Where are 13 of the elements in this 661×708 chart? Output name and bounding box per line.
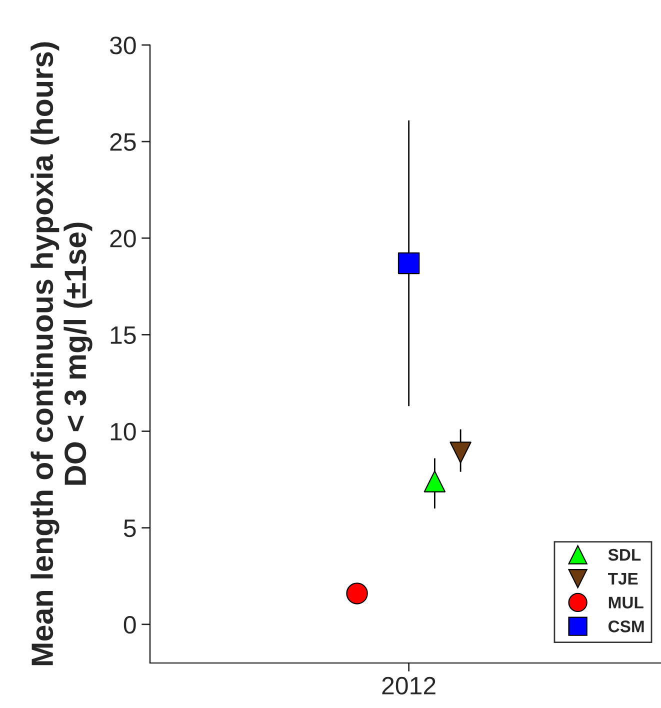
legend-label: SDL (608, 548, 641, 561)
y-tick-label: 5 (124, 520, 136, 538)
y-tick-label: 15 (110, 326, 136, 344)
y-tick-label: 20 (110, 230, 136, 248)
y-tick-label: 10 (110, 422, 136, 441)
legend-label: CSM (608, 620, 644, 632)
y-tick-label: 30 (110, 36, 136, 54)
y-tick-label: 25 (110, 133, 136, 151)
legend-label: TJE (608, 572, 638, 585)
legend-label: MUL (608, 596, 644, 608)
x-tick-label: 2012 (382, 676, 436, 695)
y-tick-label: 0 (124, 616, 136, 634)
y-axis-title: Mean length of continuous hypoxia (hours) DO < 3 mg/l (±1se) (30, 42, 92, 666)
